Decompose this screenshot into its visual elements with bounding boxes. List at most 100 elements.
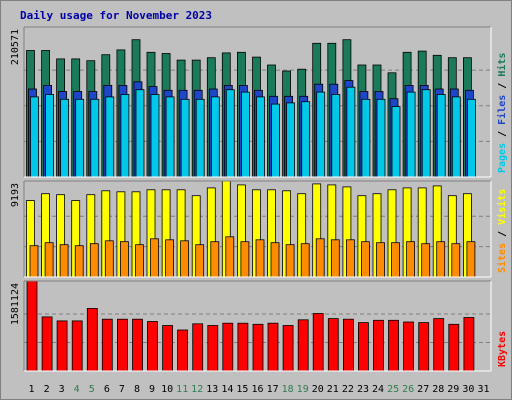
bar-sites-day-5	[89, 243, 99, 278]
panel-max-label: 210571	[10, 29, 21, 65]
panel-max-label: 1581124	[10, 283, 21, 325]
bar-kbytes-day-2	[41, 316, 53, 372]
bar-sites-day-12	[195, 244, 205, 278]
bar-pages-day-9	[150, 94, 160, 178]
x-tick-label-day-18: 18	[282, 384, 294, 395]
bar-pages-day-29	[451, 96, 461, 178]
bar-sites-day-28	[436, 241, 446, 278]
x-tick-label-day-14: 14	[221, 384, 233, 395]
bar-pages-day-10	[165, 96, 175, 178]
bar-pages-day-18	[286, 102, 296, 178]
panel-max-label: 9193	[10, 183, 21, 207]
bar-sites-day-16	[255, 239, 265, 278]
x-tick-label-day-29: 29	[447, 384, 459, 395]
x-tick-label-day-1: 1	[28, 384, 34, 395]
bar-kbytes-day-30	[463, 317, 475, 372]
bar-sites-day-8	[135, 244, 144, 278]
bar-sites-day-14	[225, 236, 235, 278]
x-tick-label-day-26: 26	[402, 384, 414, 395]
bar-pages-day-25	[391, 106, 401, 178]
bar-pages-day-23	[361, 98, 371, 178]
chart-title: Daily usage for November 2023	[20, 9, 212, 22]
bar-sites-day-13	[210, 241, 220, 278]
series-label-visits: Visits	[496, 189, 508, 225]
bar-kbytes-day-1	[26, 280, 38, 372]
series-label-separator: /	[497, 225, 508, 243]
bar-pages-day-22	[346, 86, 356, 178]
bar-kbytes-day-13	[207, 325, 219, 372]
bar-sites-day-20	[315, 238, 325, 278]
bar-sites-day-30	[466, 241, 476, 278]
bar-sites-day-29	[451, 243, 461, 278]
x-tick-label-day-22: 22	[342, 384, 354, 395]
panel-series-label: Sites / Visits	[496, 189, 508, 273]
x-tick-label-day-4: 4	[74, 384, 80, 395]
bar-kbytes-day-27	[418, 322, 430, 372]
bar-pages-day-7	[120, 94, 130, 178]
series-label-files: Files	[496, 95, 508, 125]
bar-sites-day-21	[330, 239, 340, 278]
x-tick-label-day-8: 8	[134, 384, 140, 395]
bar-sites-day-9	[150, 238, 159, 278]
bar-sites-day-24	[376, 242, 385, 278]
bar-pages-day-15	[240, 91, 250, 178]
bar-kbytes-day-15	[237, 322, 249, 372]
bar-kbytes-day-5	[86, 307, 98, 372]
bar-kbytes-day-17	[267, 322, 279, 372]
bar-pages-day-13	[210, 96, 220, 178]
bar-kbytes-day-26	[403, 321, 415, 372]
bar-sites-day-15	[240, 241, 250, 278]
bar-kbytes-day-29	[448, 323, 460, 372]
x-tick-label-day-25: 25	[387, 384, 399, 395]
bar-pages-day-19	[301, 101, 311, 178]
x-tick-label-day-19: 19	[297, 384, 309, 395]
bar-kbytes-day-8	[132, 318, 143, 372]
bar-kbytes-day-16	[252, 323, 264, 372]
bar-sites-day-7	[120, 241, 129, 278]
panel-series-label: KBytes	[497, 331, 508, 367]
bar-kbytes-day-9	[147, 321, 158, 372]
series-label-separator: /	[497, 125, 508, 143]
x-tick-label-day-24: 24	[372, 384, 384, 395]
bar-kbytes-day-11	[177, 329, 189, 372]
bar-kbytes-day-22	[342, 318, 354, 372]
bar-sites-day-10	[165, 239, 175, 278]
bar-pages-day-27	[421, 89, 431, 178]
series-label-pages: Pages	[497, 143, 508, 173]
bar-pages-day-12	[195, 98, 205, 178]
x-tick-label-day-27: 27	[417, 384, 429, 395]
bar-sites-day-27	[421, 243, 431, 278]
x-tick-label-day-11: 11	[176, 384, 188, 395]
bar-pages-day-16	[256, 96, 265, 178]
bar-pages-day-6	[105, 96, 115, 178]
bar-pages-day-24	[376, 98, 386, 178]
bar-pages-day-2	[45, 94, 54, 178]
bar-kbytes-day-23	[357, 322, 369, 372]
bar-kbytes-day-10	[162, 325, 174, 372]
x-tick-label-day-6: 6	[104, 384, 110, 395]
x-tick-label-day-17: 17	[267, 384, 279, 395]
x-tick-label-day-28: 28	[432, 384, 444, 395]
x-tick-label-day-21: 21	[327, 384, 339, 395]
x-tick-label-day-7: 7	[119, 384, 125, 395]
panel-kbytes: 1581124 KBytes	[10, 280, 508, 372]
bar-kbytes-day-25	[388, 319, 399, 372]
bar-sites-day-1	[29, 245, 39, 278]
series-label-sites: Sites	[496, 243, 508, 273]
bar-pages-day-26	[406, 91, 416, 178]
bar-kbytes-day-18	[282, 325, 294, 372]
bar-kbytes-day-4	[71, 320, 83, 372]
bar-pages-day-30	[466, 98, 476, 178]
x-tick-label-day-30: 30	[462, 384, 474, 395]
bar-pages-day-20	[316, 91, 326, 178]
x-tick-label-day-20: 20	[312, 384, 324, 395]
series-label-hits: Hits	[496, 53, 508, 77]
x-tick-label-day-31: 31	[477, 384, 489, 395]
bar-kbytes-day-6	[101, 318, 113, 372]
bar-kbytes-day-7	[117, 318, 128, 372]
bar-pages-day-21	[331, 94, 341, 178]
bar-kbytes-day-19	[297, 319, 309, 372]
bar-pages-day-11	[180, 98, 190, 178]
